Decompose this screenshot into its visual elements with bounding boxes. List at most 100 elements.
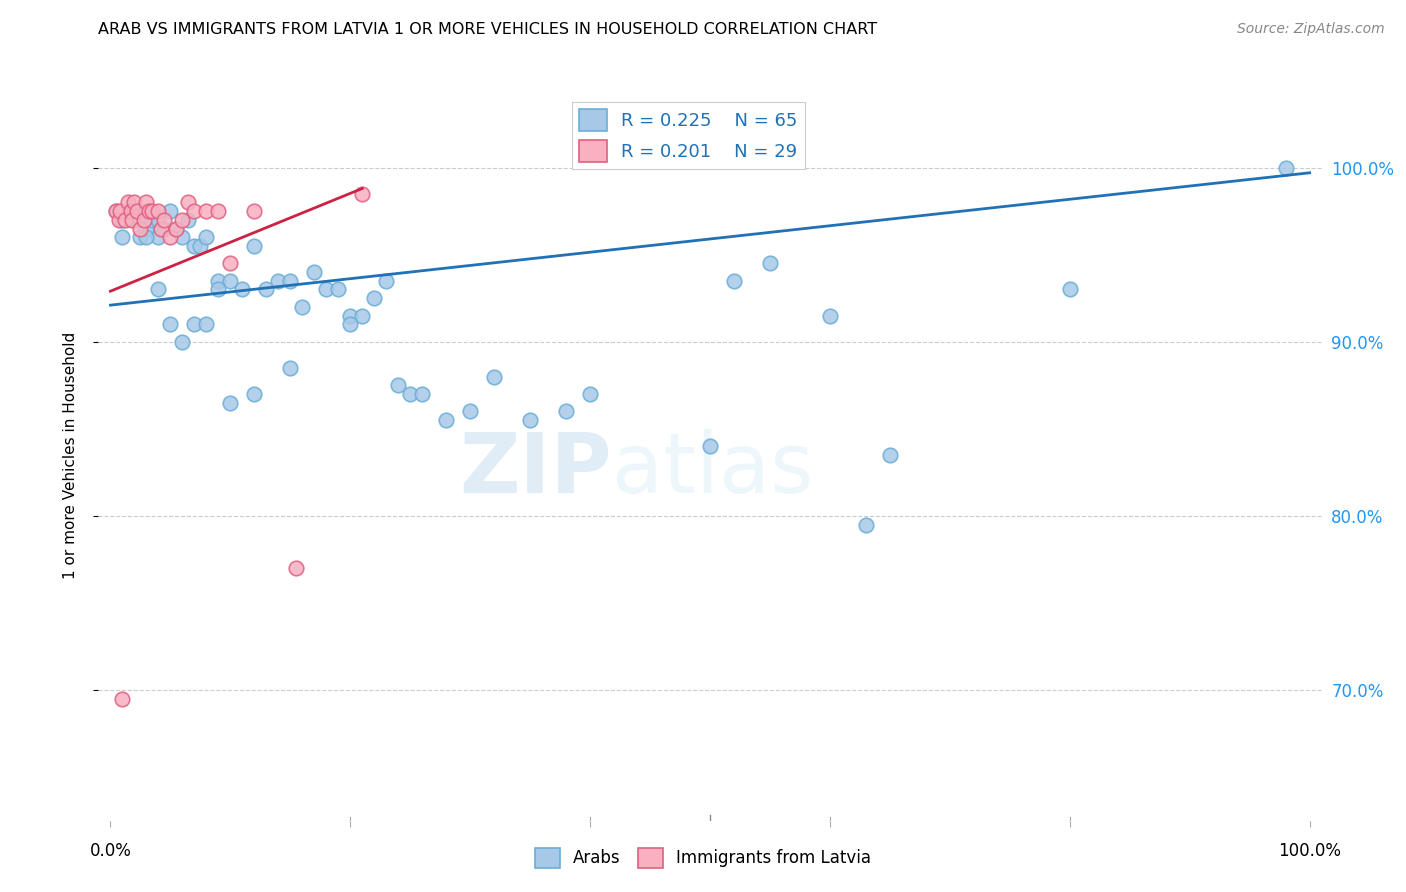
Point bbox=[458, 404, 481, 418]
Point bbox=[172, 334, 194, 349]
Point bbox=[1274, 161, 1296, 175]
Point bbox=[148, 212, 170, 227]
Point bbox=[363, 291, 385, 305]
Point bbox=[183, 204, 205, 219]
Point bbox=[120, 204, 142, 219]
Point bbox=[111, 691, 134, 706]
Point bbox=[519, 413, 541, 427]
Point bbox=[177, 212, 200, 227]
Point bbox=[723, 274, 745, 288]
Point bbox=[219, 395, 242, 409]
Text: ARAB VS IMMIGRANTS FROM LATVIA 1 OR MORE VEHICLES IN HOUSEHOLD CORRELATION CHART: ARAB VS IMMIGRANTS FROM LATVIA 1 OR MORE… bbox=[98, 22, 877, 37]
Point bbox=[434, 413, 457, 427]
Point bbox=[207, 283, 229, 297]
Point bbox=[148, 230, 170, 244]
Point bbox=[352, 186, 374, 201]
Text: ZIP: ZIP bbox=[460, 429, 612, 510]
Point bbox=[165, 221, 187, 235]
Point bbox=[304, 265, 326, 279]
Point bbox=[129, 221, 152, 235]
Point bbox=[183, 239, 205, 253]
Point bbox=[124, 195, 146, 210]
Point bbox=[818, 309, 841, 323]
Point bbox=[267, 274, 290, 288]
Point bbox=[105, 204, 128, 219]
Point bbox=[328, 283, 350, 297]
Point bbox=[159, 230, 181, 244]
Point bbox=[148, 204, 170, 219]
Point bbox=[177, 195, 200, 210]
Legend: R = 0.225    N = 65, R = 0.201    N = 29: R = 0.225 N = 65, R = 0.201 N = 29 bbox=[572, 102, 804, 169]
Point bbox=[141, 212, 163, 227]
Point bbox=[117, 195, 139, 210]
Point bbox=[482, 369, 505, 384]
Point bbox=[114, 212, 136, 227]
Text: 100.0%: 100.0% bbox=[1278, 841, 1341, 860]
Point bbox=[153, 212, 176, 227]
Point bbox=[153, 221, 176, 235]
Point bbox=[132, 212, 155, 227]
Point bbox=[172, 230, 194, 244]
Point bbox=[254, 283, 277, 297]
Point bbox=[108, 212, 131, 227]
Point bbox=[339, 309, 361, 323]
Point bbox=[135, 221, 157, 235]
Point bbox=[699, 439, 721, 453]
Point bbox=[159, 318, 181, 332]
Point bbox=[195, 230, 218, 244]
Point bbox=[243, 204, 266, 219]
Point bbox=[159, 204, 181, 219]
Point bbox=[129, 230, 152, 244]
Point bbox=[315, 283, 337, 297]
Point bbox=[111, 230, 134, 244]
Point bbox=[135, 204, 157, 219]
Point bbox=[111, 212, 134, 227]
Y-axis label: 1 or more Vehicles in Household: 1 or more Vehicles in Household bbox=[63, 331, 77, 579]
Point bbox=[124, 204, 146, 219]
Point bbox=[278, 274, 301, 288]
Point bbox=[135, 230, 157, 244]
Point bbox=[278, 360, 301, 375]
Point bbox=[1059, 283, 1081, 297]
Point bbox=[879, 448, 901, 462]
Point bbox=[219, 256, 242, 270]
Point bbox=[285, 561, 308, 575]
Point bbox=[121, 212, 143, 227]
Point bbox=[141, 204, 163, 219]
Point bbox=[165, 221, 187, 235]
Legend: Arabs, Immigrants from Latvia: Arabs, Immigrants from Latvia bbox=[529, 841, 877, 875]
Point bbox=[855, 517, 877, 532]
Point bbox=[207, 274, 229, 288]
Point bbox=[108, 204, 131, 219]
Point bbox=[148, 283, 170, 297]
Text: Source: ZipAtlas.com: Source: ZipAtlas.com bbox=[1237, 22, 1385, 37]
Text: atlas: atlas bbox=[612, 429, 814, 510]
Point bbox=[555, 404, 578, 418]
Point bbox=[352, 309, 374, 323]
Point bbox=[105, 204, 128, 219]
Point bbox=[231, 283, 253, 297]
Point bbox=[125, 204, 148, 219]
Point bbox=[243, 387, 266, 401]
Point bbox=[195, 318, 218, 332]
Point bbox=[411, 387, 433, 401]
Point bbox=[172, 212, 194, 227]
Point bbox=[183, 318, 205, 332]
Point bbox=[291, 300, 314, 314]
Text: 0.0%: 0.0% bbox=[90, 841, 131, 860]
Point bbox=[195, 204, 218, 219]
Point bbox=[759, 256, 782, 270]
Point bbox=[243, 239, 266, 253]
Point bbox=[399, 387, 422, 401]
Point bbox=[207, 204, 229, 219]
Point bbox=[117, 204, 139, 219]
Point bbox=[375, 274, 398, 288]
Point bbox=[149, 221, 172, 235]
Point bbox=[219, 274, 242, 288]
Point bbox=[124, 212, 146, 227]
Point bbox=[579, 387, 602, 401]
Point bbox=[387, 378, 409, 392]
Point bbox=[339, 318, 361, 332]
Point bbox=[188, 239, 212, 253]
Point bbox=[129, 212, 152, 227]
